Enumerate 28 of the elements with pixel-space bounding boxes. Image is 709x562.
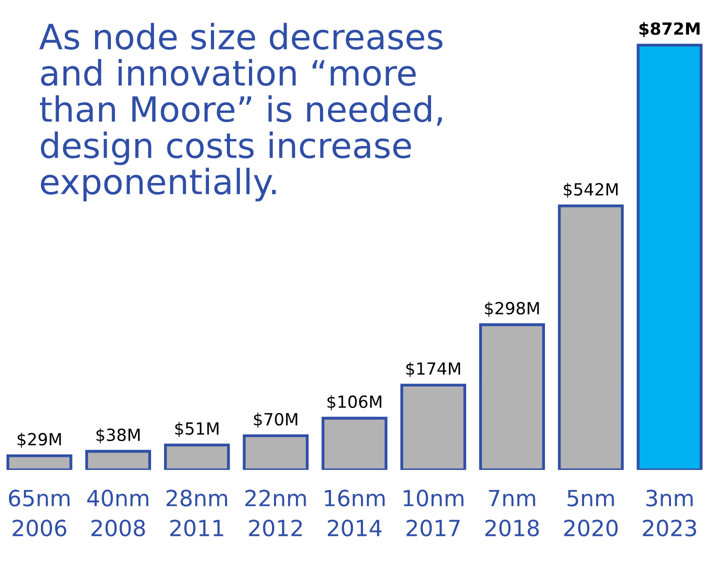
x-tick-label: 40nm 2008: [87, 490, 148, 536]
x-tick-label: 28nm 2011: [166, 490, 228, 536]
data-label: $38M: [96, 428, 140, 444]
bar: [85, 450, 152, 470]
bar: [479, 323, 545, 470]
x-tick-label: 16nm 2014: [324, 490, 385, 536]
data-label: $29M: [18, 432, 61, 448]
bar: [400, 384, 466, 470]
data-label: $106M: [327, 395, 382, 410]
bar: [322, 416, 388, 470]
data-label: $51M: [175, 422, 218, 438]
data-label: $70M: [254, 412, 298, 428]
x-tick-label: 5nm 2020: [564, 490, 618, 536]
x-tick-label: 3nm 2023: [642, 490, 696, 536]
x-tick-label: 7nm 2018: [485, 490, 539, 536]
bar: [636, 44, 703, 470]
x-tick-label: 22nm 2012: [245, 490, 306, 536]
bar: [6, 454, 72, 470]
bar: [164, 444, 230, 470]
data-label: $872M: [639, 22, 700, 38]
x-tick-label: 10nm 2017: [404, 490, 464, 536]
text: As node size decreases and innovation “more than Moore” is needed, design costs increase exponentially.: [39, 22, 442, 202]
bar: [558, 204, 624, 470]
bar: [242, 434, 309, 470]
data-label: $542M: [564, 182, 618, 198]
data-label: $174M: [406, 362, 460, 378]
x-tick-label: 65nm 2006: [8, 490, 70, 536]
data-label: $298M: [485, 302, 539, 317]
